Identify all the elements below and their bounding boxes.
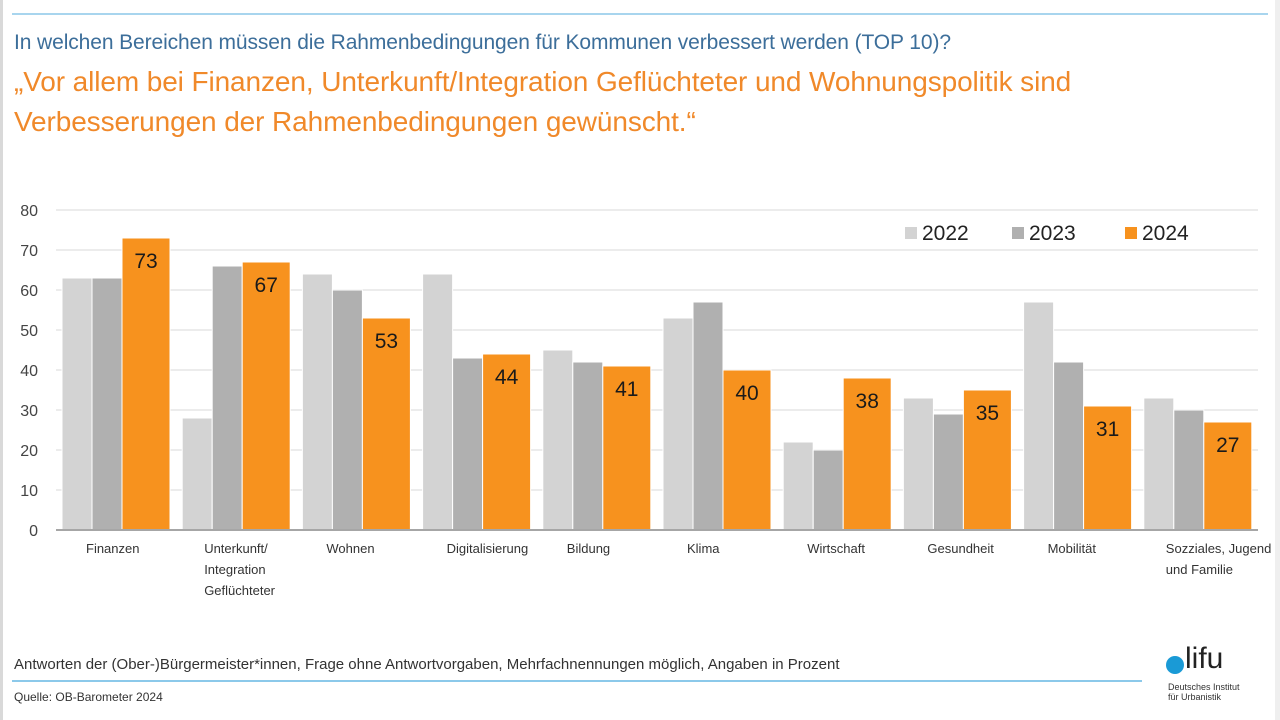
bar-2022 <box>1023 301 1055 531</box>
y-tick-label: 70 <box>20 243 38 260</box>
y-tick-label: 20 <box>20 443 38 460</box>
bar-2022 <box>301 273 333 531</box>
x-category-label: Gesundheit <box>927 541 994 556</box>
bar-2024 <box>722 369 772 531</box>
bar-2023 <box>331 289 363 531</box>
data-label-2024: 53 <box>375 330 398 353</box>
legend-label-2023: 2023 <box>1029 222 1076 245</box>
logo-subtitle-line1: Deutsches Institut <box>1168 682 1240 692</box>
bar-2022 <box>422 273 454 531</box>
bar-2022 <box>902 397 934 531</box>
data-label-2024: 44 <box>495 366 519 389</box>
top-divider <box>12 13 1268 15</box>
bottom-divider <box>12 680 1142 682</box>
logo-subtitle-line2: für Urbanistik <box>1168 692 1222 702</box>
x-category-label: Bildung <box>567 541 610 556</box>
bar-2023 <box>452 357 484 531</box>
bar-2022 <box>542 349 574 531</box>
frame-right-border <box>1275 0 1280 720</box>
bar-2024 <box>361 317 411 531</box>
bar-2023 <box>1173 409 1205 531</box>
x-category-label: Unterkunft/ <box>204 541 268 556</box>
x-category-label: Klima <box>687 541 720 556</box>
legend-label-2022: 2022 <box>922 222 969 245</box>
source-note: Quelle: OB-Barometer 2024 <box>14 690 163 704</box>
x-category-label: Mobilität <box>1048 541 1097 556</box>
x-category-label: Finanzen <box>86 541 139 556</box>
x-category-label: Wohnen <box>326 541 374 556</box>
y-tick-label: 10 <box>20 483 38 500</box>
y-tick-label: 80 <box>20 203 38 220</box>
data-label-2024: 67 <box>255 274 278 297</box>
y-tick-label: 50 <box>20 323 38 340</box>
bar-2024 <box>962 389 1012 531</box>
data-label-2024: 41 <box>615 378 638 401</box>
logo-wordmark: lifu <box>1185 642 1224 675</box>
frame-left-border <box>0 0 3 720</box>
y-tick-label: 0 <box>29 523 38 540</box>
x-axis-category-labels: Finanzen Unterkunft/Integration Geflüchtet… <box>86 541 1271 598</box>
data-label-2024: 31 <box>1096 418 1119 441</box>
data-label-2024: 73 <box>134 250 157 273</box>
legend-label-2024: 2024 <box>1142 222 1189 245</box>
y-tick-label: 60 <box>20 283 38 300</box>
bar-2024 <box>1203 421 1253 531</box>
legend-swatch-2024 <box>1125 227 1137 239</box>
x-category-label: Integration <box>204 562 265 577</box>
logo-subtitle: Deutsches Institut für Urbanistik <box>1168 682 1240 702</box>
bar-2022 <box>782 441 814 531</box>
bar-2022 <box>662 317 694 531</box>
bar-2024 <box>241 261 291 531</box>
y-tick-label: 40 <box>20 363 38 380</box>
x-category-label: Wirtschaft <box>807 541 865 556</box>
chart-headline-quote: „Vor allem bei Finanzen, Unterkunft/Inte… <box>14 66 1072 137</box>
data-labels: 73 67 53 44 41 40 38 35 31 27 <box>134 250 1239 457</box>
data-label-2024: 27 <box>1216 434 1239 457</box>
footnote: Antworten der (Ober-)Bürgermeister*innen… <box>14 656 840 673</box>
bar-2023 <box>91 277 123 531</box>
legend-swatch-2022 <box>905 227 917 239</box>
difu-logo: lifu Deutsches Institut für Urbanistik <box>1166 642 1266 708</box>
logo-dot-icon <box>1166 656 1184 674</box>
legend: 2022 2023 2024 <box>905 222 1189 245</box>
bar-2024 <box>602 365 652 531</box>
data-label-2024: 40 <box>735 382 758 405</box>
x-category-label: Sozziales, Jugend <box>1166 541 1272 556</box>
bar-2023 <box>692 301 724 531</box>
bar-2022 <box>61 277 93 531</box>
x-category-label: Digitalisierung <box>447 541 529 556</box>
bar-2024 <box>482 353 532 531</box>
y-tick-label: 30 <box>20 403 38 420</box>
chart-question-title: In welchen Bereichen müssen die Rahmenbe… <box>14 31 951 54</box>
x-category-label: Geflüchteter <box>204 583 275 598</box>
bar-2023 <box>1053 361 1085 531</box>
bar-2024 <box>121 237 171 531</box>
bar-2023 <box>932 413 964 531</box>
data-label-2024: 38 <box>856 390 879 413</box>
data-label-2024: 35 <box>976 402 999 425</box>
bar-2022 <box>1143 397 1175 531</box>
y-axis-ticks: 0 10 20 30 40 50 60 70 80 <box>20 203 38 540</box>
bar-2023 <box>211 265 243 531</box>
bar-2023 <box>572 361 604 531</box>
bar-2023 <box>812 449 844 531</box>
bar-chart: 0 10 20 30 40 50 60 70 80 73 67 53 44 41 40 38 35 31 27 F… <box>20 203 1271 598</box>
bars <box>61 237 1253 531</box>
bar-2022 <box>181 417 213 531</box>
legend-swatch-2023 <box>1012 227 1024 239</box>
x-category-label: und Familie <box>1166 562 1233 577</box>
